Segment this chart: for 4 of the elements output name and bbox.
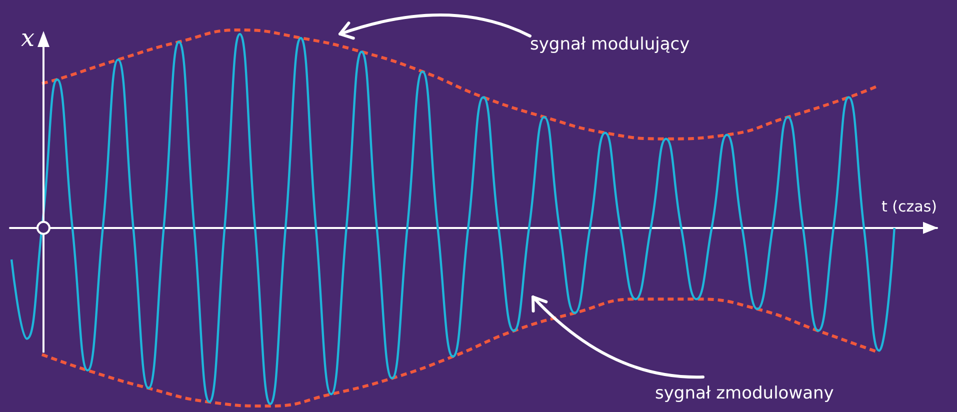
annotation: sygnał modulujący [530, 34, 690, 54]
annotation: sygnał zmodulowany [655, 384, 834, 404]
y-axis-title: x [21, 24, 35, 52]
x-axis-title: t (czas) [882, 197, 937, 216]
